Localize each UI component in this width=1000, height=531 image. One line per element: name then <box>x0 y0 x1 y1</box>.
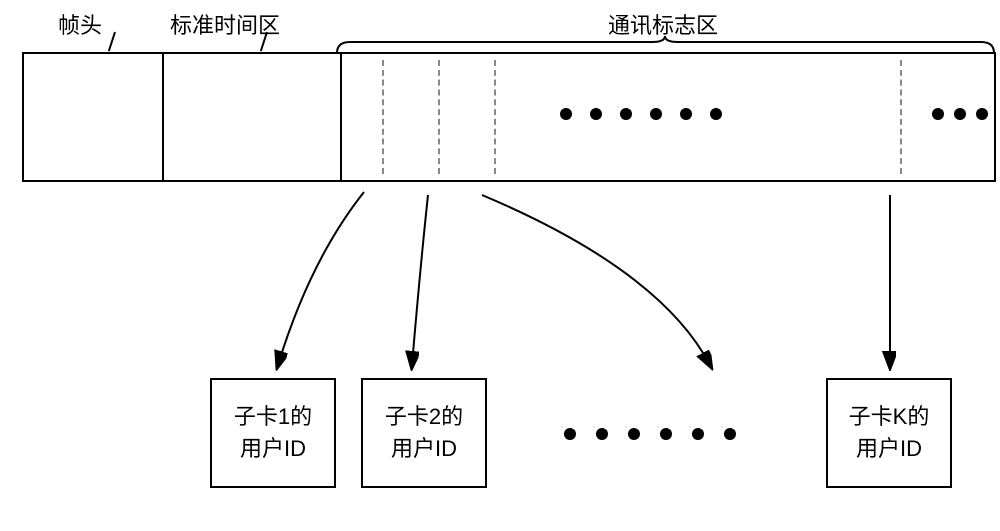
dot-icon <box>724 428 736 440</box>
box-subcard-1: 子卡1的 用户ID <box>210 378 336 488</box>
box-subcard-k: 子卡K的 用户ID <box>826 378 952 488</box>
dot-icon <box>660 428 672 440</box>
dot-icon <box>596 428 608 440</box>
dot-icon <box>692 428 704 440</box>
box-subcard-2: 子卡2的 用户ID <box>361 378 487 488</box>
box-line1: 子卡2的 <box>385 404 463 429</box>
box-line2: 用户ID <box>391 436 457 461</box>
box-line2: 用户ID <box>240 436 306 461</box>
dot-icon <box>564 428 576 440</box>
dot-icon <box>628 428 640 440</box>
box-line1: 子卡1的 <box>234 404 312 429</box>
box-line1: 子卡K的 <box>849 404 930 429</box>
box-line2: 用户ID <box>856 436 922 461</box>
dots-between-boxes <box>564 428 736 440</box>
